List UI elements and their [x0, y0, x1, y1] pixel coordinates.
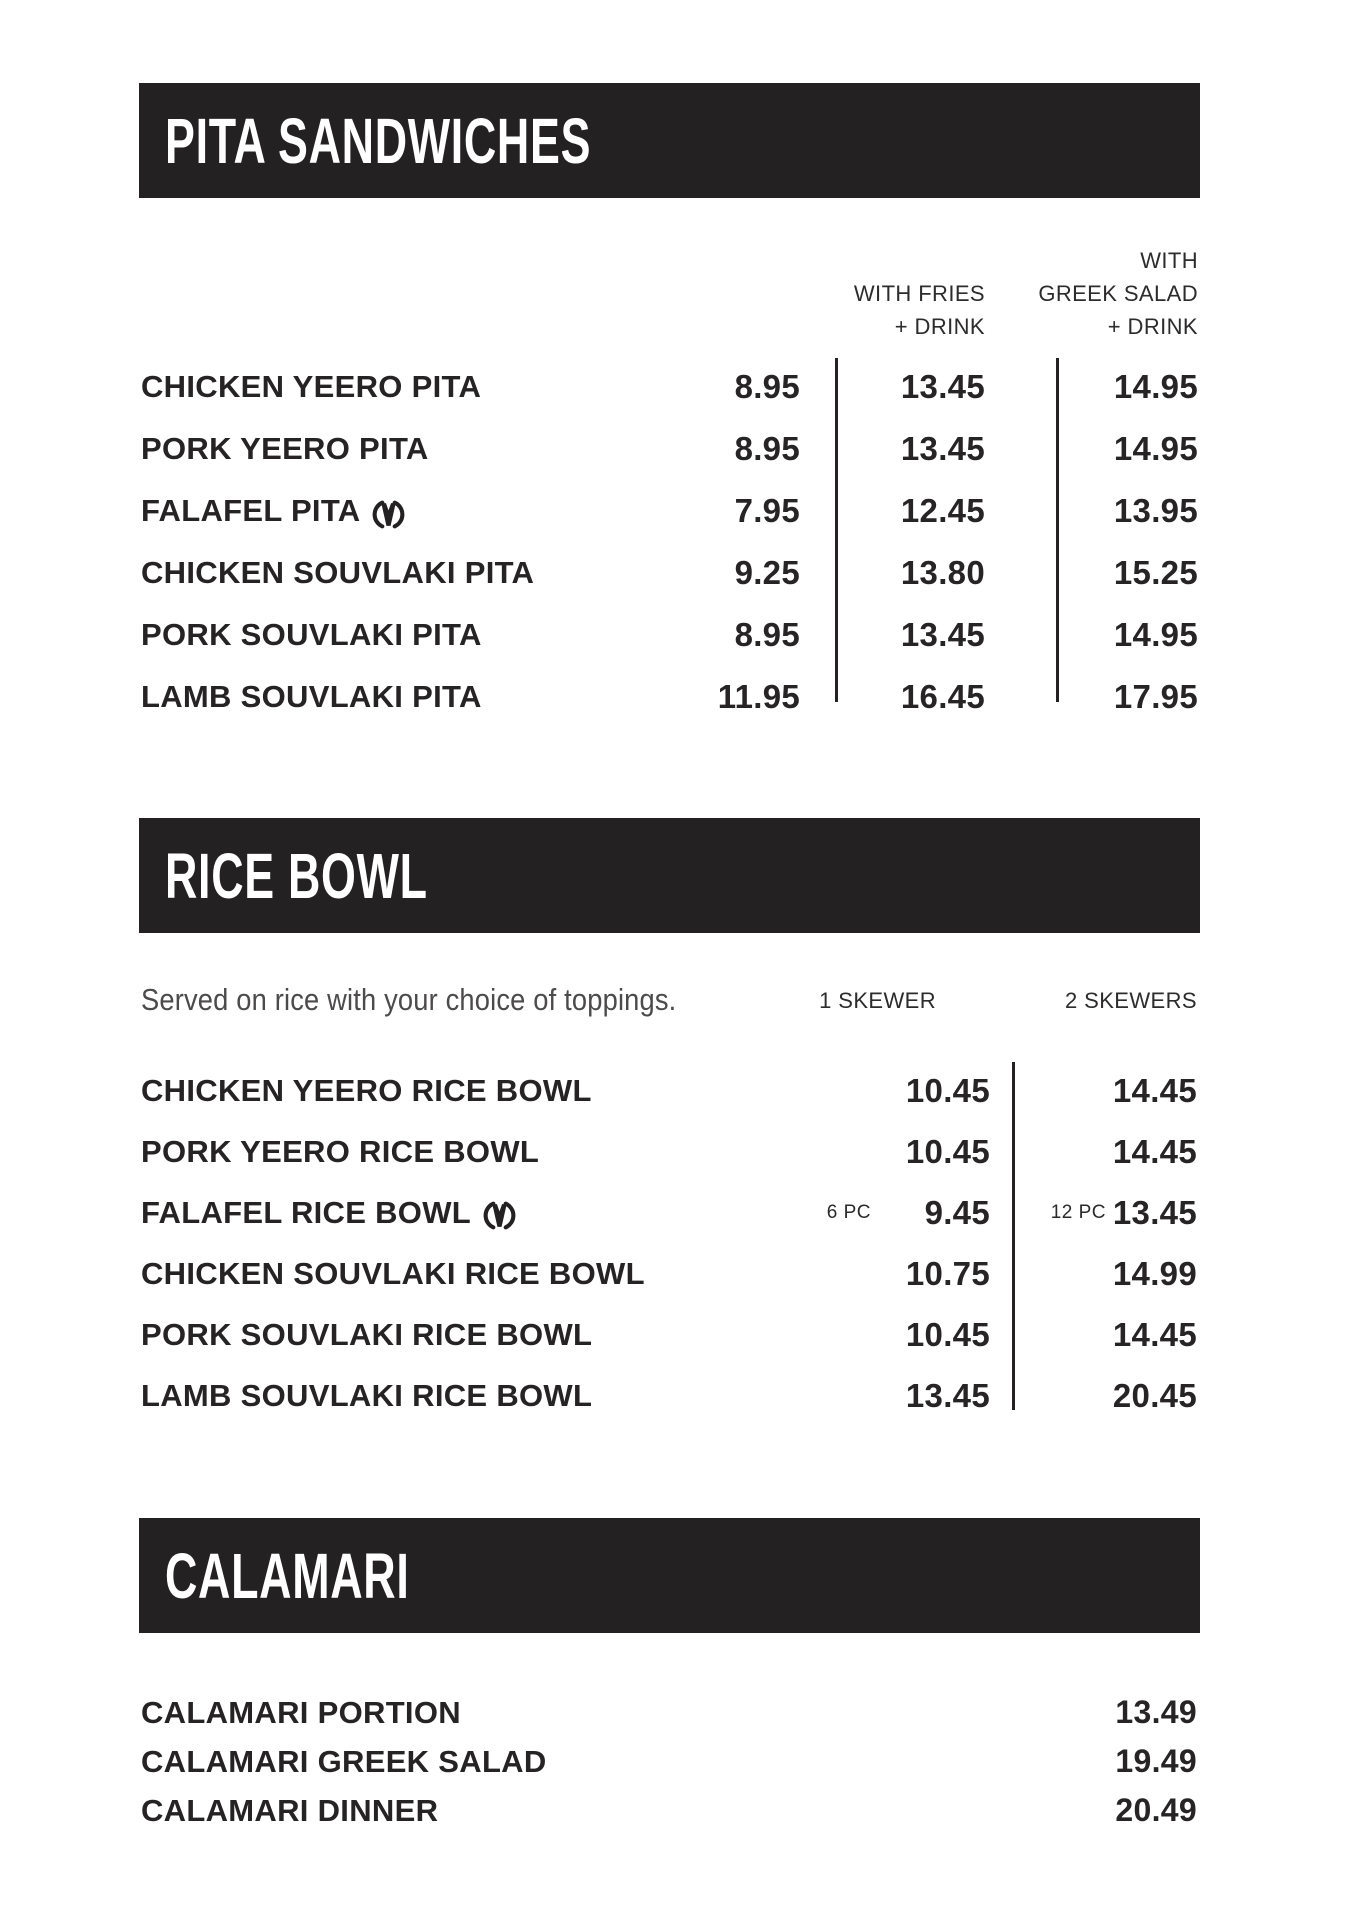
- item-price: 13.49: [1115, 1694, 1197, 1730]
- column-header-line: WITH: [1140, 248, 1198, 273]
- item-price-with-fries: 12.45: [900, 492, 985, 529]
- item-price-with-fries: 13.80: [900, 554, 985, 591]
- section-banner-rice-bowl: RICE BOWL: [139, 818, 1200, 933]
- menu-item-row: PORK SOUVLAKI PITA 8.95 13.45 14.95: [141, 604, 1198, 666]
- item-price-1-skewer: 10.45: [905, 1132, 990, 1170]
- item-name: FALAFEL RICE BOWL: [141, 1194, 472, 1230]
- item-name: CHICKEN YEERO PITA: [141, 369, 482, 404]
- menu-item-row: FALAFEL RICE BOWL 6 PC 9.45 12 PC 13.45: [141, 1182, 1197, 1243]
- item-price-with-fries: 16.45: [900, 678, 985, 715]
- item-name: CHICKEN YEERO RICE BOWL: [141, 1072, 592, 1108]
- item-price-1-skewer: 13.45: [905, 1376, 990, 1414]
- section-title: PITA SANDWICHES: [165, 104, 592, 177]
- item-price-1-skewer: 10.75: [905, 1254, 990, 1292]
- vegetarian-icon: [372, 498, 405, 531]
- section-banner-calamari: CALAMARI: [139, 1518, 1200, 1633]
- item-price-with-greek-salad: 14.95: [1113, 616, 1198, 653]
- item-price-base: 8.95: [734, 368, 800, 405]
- item-price-1-skewer: 10.45: [905, 1315, 990, 1353]
- menu-item-row: PORK YEERO PITA 8.95 13.45 14.95: [141, 418, 1198, 480]
- item-price-with-fries: 13.45: [900, 368, 985, 405]
- item-name: FALAFEL PITA: [141, 493, 361, 528]
- menu-item-row: CALAMARI PORTION 13.49: [141, 1688, 1197, 1737]
- item-name: CALAMARI PORTION: [141, 1694, 461, 1730]
- section-subtitle: Served on rice with your choice of toppi…: [141, 982, 677, 1017]
- item-name: PORK YEERO RICE BOWL: [141, 1133, 540, 1169]
- item-price-2-skewers: 20.45: [1112, 1376, 1197, 1414]
- section-title: RICE BOWL: [165, 839, 428, 912]
- item-price-with-fries: 13.45: [900, 616, 985, 653]
- item-price-with-greek-salad: 15.25: [1113, 554, 1198, 591]
- item-name: CHICKEN SOUVLAKI RICE BOWL: [141, 1255, 645, 1291]
- menu-item-row: CHICKEN YEERO PITA 8.95 13.45 14.95: [141, 356, 1198, 418]
- item-price-2-skewers: 14.99: [1112, 1254, 1197, 1292]
- column-header-with-greek-salad-drink: WITH GREEK SALAD + DRINK: [1038, 244, 1198, 343]
- item-name: LAMB SOUVLAKI PITA: [141, 679, 482, 714]
- section-banner-pita-sandwiches: PITA SANDWICHES: [139, 83, 1200, 198]
- item-price-2-skewers: 14.45: [1112, 1315, 1197, 1353]
- menu-item-row: LAMB SOUVLAKI PITA 11.95 16.45 17.95: [141, 666, 1198, 728]
- item-price-with-greek-salad: 13.95: [1113, 492, 1198, 529]
- column-header-2-skewers: 2 SKEWERS: [1065, 988, 1197, 1013]
- item-price-with-greek-salad: 14.95: [1113, 368, 1198, 405]
- menu-item-row: CALAMARI DINNER 20.49: [141, 1786, 1197, 1835]
- portion-count-label: 12 PC: [1050, 1201, 1106, 1223]
- column-header-line: GREEK SALAD: [1038, 281, 1198, 306]
- price-column-divider: [1056, 358, 1059, 702]
- price-column-divider: [835, 358, 838, 702]
- item-price-base: 7.95: [734, 492, 800, 529]
- column-header-line: + DRINK: [1107, 314, 1198, 339]
- item-name: CHICKEN SOUVLAKI PITA: [141, 555, 535, 590]
- item-price-2-skewers: 14.45: [1112, 1132, 1197, 1170]
- item-price-1-skewer: 10.45: [905, 1071, 990, 1109]
- price-column-divider: [1012, 1062, 1015, 1410]
- menu-item-row: PORK YEERO RICE BOWL 10.45 14.45: [141, 1121, 1197, 1182]
- item-name: LAMB SOUVLAKI RICE BOWL: [141, 1377, 593, 1413]
- section-title: CALAMARI: [165, 1539, 410, 1612]
- item-name: CALAMARI GREEK SALAD: [141, 1743, 547, 1779]
- item-price-with-fries: 13.45: [900, 430, 985, 467]
- column-header-line: WITH FRIES: [853, 281, 985, 306]
- column-header-with-fries-drink: WITH FRIES + DRINK: [854, 277, 985, 343]
- menu-item-row: LAMB SOUVLAKI RICE BOWL 13.45 20.45: [141, 1365, 1197, 1426]
- menu-item-row: PORK SOUVLAKI RICE BOWL 10.45 14.45: [141, 1304, 1197, 1365]
- item-price: 20.49: [1115, 1792, 1197, 1828]
- menu-item-row: CALAMARI GREEK SALAD 19.49: [141, 1737, 1197, 1786]
- menu-item-row: CHICKEN SOUVLAKI PITA 9.25 13.80 15.25: [141, 542, 1198, 604]
- item-price-1-skewer: 9.45: [924, 1193, 990, 1231]
- item-price-2-skewers: 14.45: [1112, 1071, 1197, 1109]
- column-header-1-skewer: 1 SKEWER: [819, 988, 936, 1013]
- item-price-base: 8.95: [734, 430, 800, 467]
- menu-item-row: FALAFEL PITA 7.95 12.45 13.95: [141, 480, 1198, 542]
- item-name: PORK SOUVLAKI RICE BOWL: [141, 1316, 593, 1352]
- column-header-line: + DRINK: [894, 314, 985, 339]
- item-price-with-greek-salad: 17.95: [1113, 678, 1198, 715]
- item-price-base: 11.95: [717, 678, 800, 715]
- vegetarian-icon: [483, 1199, 516, 1232]
- item-name: PORK SOUVLAKI PITA: [141, 617, 482, 652]
- item-price: 19.49: [1115, 1743, 1197, 1779]
- item-price-base: 8.95: [734, 616, 800, 653]
- menu-item-row: CHICKEN YEERO RICE BOWL 10.45 14.45: [141, 1060, 1197, 1121]
- portion-count-label: 6 PC: [826, 1201, 871, 1223]
- item-name: PORK YEERO PITA: [141, 431, 429, 466]
- item-price-2-skewers: 13.45: [1112, 1193, 1197, 1231]
- item-price-with-greek-salad: 14.95: [1113, 430, 1198, 467]
- item-name: CALAMARI DINNER: [141, 1792, 439, 1828]
- menu-item-row: CHICKEN SOUVLAKI RICE BOWL 10.75 14.99: [141, 1243, 1197, 1304]
- item-price-base: 9.25: [734, 554, 800, 591]
